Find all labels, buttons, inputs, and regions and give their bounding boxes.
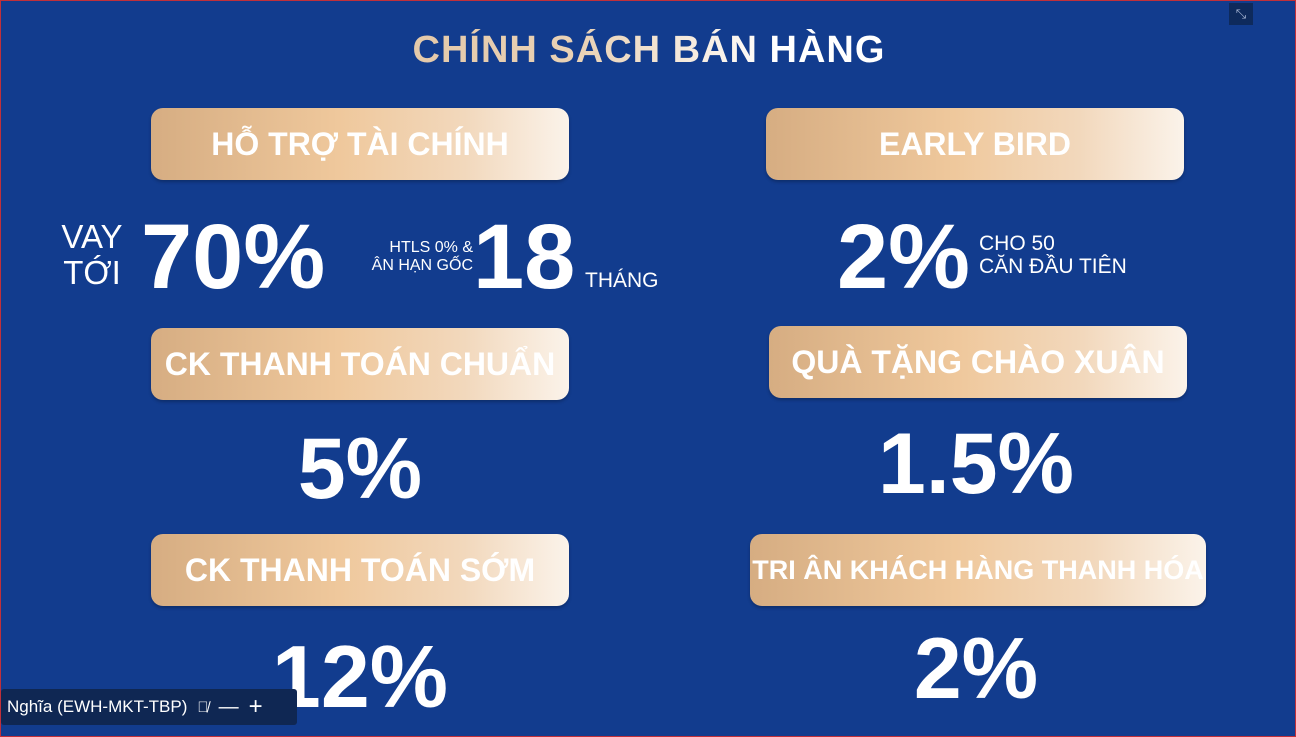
page-title: CHÍNH SÁCH BÁN HÀNG [1,29,1296,72]
spring-gift-value: 1.5% [877,416,1075,512]
early-bird-label: EARLY BIRD [766,108,1184,180]
early-bird-value: 2% [837,206,970,308]
loan-prefix-line2: TỚI [63,254,121,292]
interest-note-line1: HTLS 0% & [389,239,473,256]
loan-value: 70% [141,206,326,308]
standard-payment-label: CK THANH TOÁN CHUẨN [151,328,569,400]
early-bird-note: CHO 50 CĂN ĐẦU TIÊN [979,232,1127,278]
loan-prefix: VAY TỚI [59,218,125,292]
interest-note: HTLS 0% & ÂN HẠN GỐC [363,239,473,274]
expand-icon[interactable]: + [248,693,263,720]
mic-off-icon: 🎙̸ [197,698,209,716]
thanh-hoa-label: TRI ÂN KHÁCH HÀNG THANH HÓA [750,534,1206,606]
early-payment-label: CK THANH TOÁN SỚM [151,534,569,606]
exit-fullscreen-icon[interactable]: ⤡ [1229,3,1253,25]
standard-payment-value: 5% [297,421,423,517]
loan-prefix-line1: VAY [61,218,123,255]
spring-gift-label: QUÀ TẶNG CHÀO XUÂN [769,326,1187,398]
early-payment-value: 12% [271,627,449,726]
participant-name: Nghĩa (EWH-MKT-TBP) [7,697,188,716]
thanh-hoa-value: 2% [913,621,1039,717]
early-bird-note-line1: CHO 50 [979,232,1055,255]
months-unit: THÁNG [585,269,659,292]
minimize-icon[interactable]: — [218,695,239,718]
participant-tile[interactable]: Nghĩa (EWH-MKT-TBP) 🎙̸ — + [1,689,297,725]
months-value: 18 [473,206,576,308]
early-bird-note-line2: CĂN ĐẦU TIÊN [979,255,1127,279]
interest-note-line2: ÂN HẠN GỐC [371,256,473,274]
finance-support-label: HỖ TRỢ TÀI CHÍNH [151,108,569,180]
